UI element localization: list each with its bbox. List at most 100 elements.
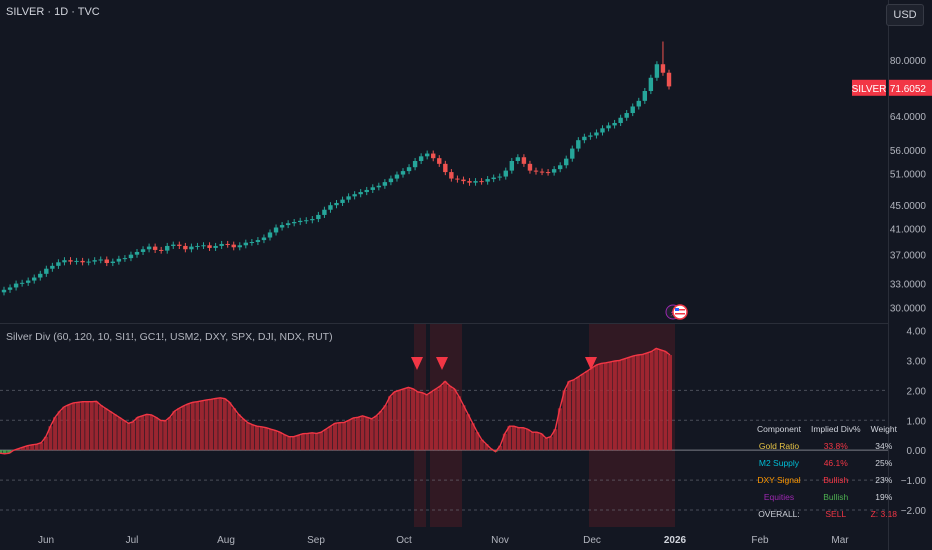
- histogram-bar: [2, 450, 7, 454]
- histogram-bar: [553, 429, 558, 451]
- histogram-bar: [85, 401, 90, 451]
- candle-body: [630, 106, 635, 114]
- candle-body: [249, 242, 255, 244]
- histogram-bar: [580, 373, 585, 451]
- candle-body: [74, 260, 79, 262]
- histogram-bar: [7, 450, 12, 454]
- flag-stripe: [675, 313, 685, 315]
- candle-body: [666, 72, 672, 87]
- time-tick-label: Nov: [491, 535, 509, 546]
- last-price-label: SILVER 71.6052: [852, 79, 932, 96]
- currency-button[interactable]: USD: [886, 4, 924, 26]
- histogram-bar: [227, 402, 232, 451]
- candle-body: [225, 243, 230, 245]
- time-tick-label: Oct: [396, 535, 412, 546]
- histogram-bar: [158, 420, 163, 451]
- row-value: 33.8%: [823, 440, 848, 451]
- histogram-bar: [80, 401, 85, 451]
- candle-body: [298, 220, 303, 223]
- histogram-bar: [649, 351, 654, 451]
- candle-body: [32, 277, 37, 281]
- time-tick-label: Sep: [307, 535, 325, 546]
- price-tick-label: 41.0000: [890, 225, 927, 236]
- candle-body: [467, 181, 472, 183]
- histogram-bar: [337, 422, 342, 451]
- header-weight: Weight: [870, 423, 897, 434]
- table-row: DXY Signal Bullish 23%: [752, 471, 902, 488]
- histogram-bar: [287, 436, 292, 451]
- price-tag-text: 71.6052: [890, 84, 927, 95]
- histogram-bar: [658, 349, 663, 451]
- histogram-bar: [401, 388, 406, 451]
- candle-body: [570, 148, 575, 159]
- histogram-bar: [167, 417, 172, 451]
- histogram-bar: [631, 355, 636, 451]
- histogram-bar: [668, 355, 672, 451]
- indicator-axis: −2.00 −1.00 0.00 1.00 2.00 3.00 4.00: [901, 326, 927, 517]
- histogram-bar: [34, 444, 39, 451]
- symbol-tag: [852, 79, 886, 96]
- candle-body: [68, 260, 73, 262]
- us-flag-event-icon[interactable]: [672, 304, 688, 320]
- candle-body: [279, 225, 285, 228]
- candle-body: [551, 169, 557, 173]
- histogram-bar: [585, 370, 590, 451]
- histogram-bar: [397, 390, 402, 451]
- histogram-bar: [599, 363, 604, 451]
- price-axis: 30.0000 33.0000 37.0000 41.0000 45.0000 51.00…: [890, 56, 927, 315]
- histogram-bar: [103, 408, 108, 451]
- candle-body: [431, 153, 436, 159]
- histogram-bar: [277, 432, 282, 451]
- histogram-bar: [310, 432, 315, 451]
- divergence-line: [0, 347, 671, 455]
- candle-body: [1, 289, 7, 293]
- row-component: Gold Ratio: [758, 440, 800, 451]
- histogram-bar: [149, 414, 154, 451]
- candle-body: [624, 113, 629, 118]
- histogram-bar: [71, 402, 76, 451]
- candle-body: [642, 91, 648, 101]
- histogram-bar: [121, 420, 126, 451]
- candle-body: [588, 135, 593, 137]
- histogram-bar: [144, 414, 149, 451]
- candle-body: [261, 237, 267, 241]
- histogram-bar: [635, 355, 640, 451]
- candle-body: [201, 245, 206, 247]
- time-tick-label: Dec: [583, 535, 601, 546]
- candle-body: [304, 220, 309, 222]
- table-overall-row: OVERALL: SELL Z: 3.18: [752, 505, 902, 522]
- histogram-bar: [213, 398, 218, 451]
- candle-body: [38, 273, 43, 278]
- price-tick-label: 80.0000: [890, 56, 927, 67]
- row-weight: 25%: [875, 457, 893, 468]
- candle-body: [189, 246, 194, 250]
- time-tick-label: Jun: [38, 535, 54, 546]
- histogram-bar: [232, 408, 237, 451]
- candle-body: [7, 287, 13, 290]
- candle-body: [497, 176, 502, 178]
- chart-title[interactable]: SILVER · 1D · TVC: [6, 6, 100, 18]
- histogram-bar: [305, 433, 310, 451]
- candle-body: [219, 243, 224, 246]
- histogram-bar: [218, 397, 223, 451]
- flag-canton: [675, 308, 679, 311]
- histogram-bar: [172, 411, 177, 451]
- candle-body: [316, 214, 321, 220]
- indicator-tick-label: 0.00: [907, 446, 927, 457]
- histogram-bar: [608, 361, 613, 451]
- event-icons[interactable]: ⚡: [665, 304, 688, 320]
- histogram-bar: [470, 423, 475, 451]
- histogram-bar: [351, 417, 356, 451]
- histogram-bar: [250, 424, 255, 451]
- candle-body: [165, 245, 170, 251]
- histogram-bar: [48, 426, 53, 451]
- indicator-title[interactable]: Silver Div (60, 120, 10, SI1!, GC1!, USM…: [6, 331, 333, 343]
- candle-body: [171, 244, 176, 246]
- candle-body: [146, 246, 152, 250]
- histogram-bar: [415, 391, 420, 451]
- histogram-bar: [498, 445, 503, 451]
- candle-body: [116, 258, 122, 262]
- histogram-bar: [190, 402, 195, 451]
- sell-signal-marker: [585, 357, 597, 370]
